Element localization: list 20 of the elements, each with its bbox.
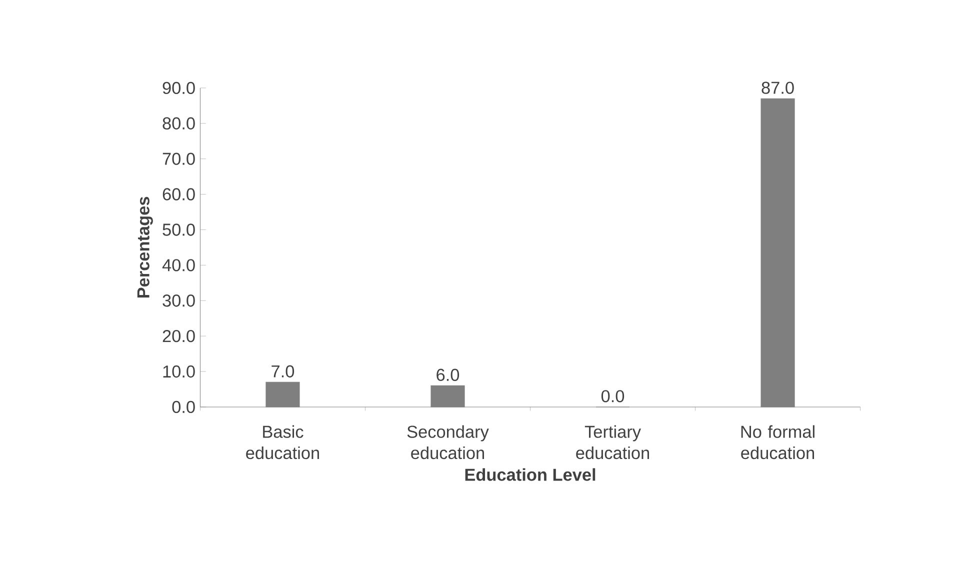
y-axis-title: Percentages — [137, 196, 153, 298]
y-tick-label: 70.0 — [162, 152, 195, 165]
y-tick-label: 20.0 — [162, 330, 195, 342]
y-tick-label: 80.0 — [162, 117, 195, 130]
data-label: 7.0 — [272, 365, 294, 378]
x-tick-label: No formal education — [741, 425, 814, 460]
data-label: 6.0 — [436, 368, 460, 382]
data-label: 0.0 — [601, 390, 624, 402]
y-tick-label: 50.0 — [162, 224, 195, 236]
y-tick-label: 10.0 — [163, 365, 195, 378]
x-tick-label: Tertiary education — [576, 425, 649, 460]
x-axis-title: Education Level — [465, 468, 596, 481]
y-tick-label: 90.0 — [162, 82, 195, 94]
data-label: 87.0 — [762, 82, 794, 94]
y-tick-label: 40.0 — [162, 259, 195, 272]
y-tick-label: 60.0 — [162, 188, 195, 200]
y-tick-label: 30.0 — [162, 294, 195, 307]
x-tick-label: Basic education — [246, 425, 319, 460]
x-tick-label: Secondary education — [407, 425, 489, 460]
y-tick-label: 0.0 — [172, 400, 195, 414]
